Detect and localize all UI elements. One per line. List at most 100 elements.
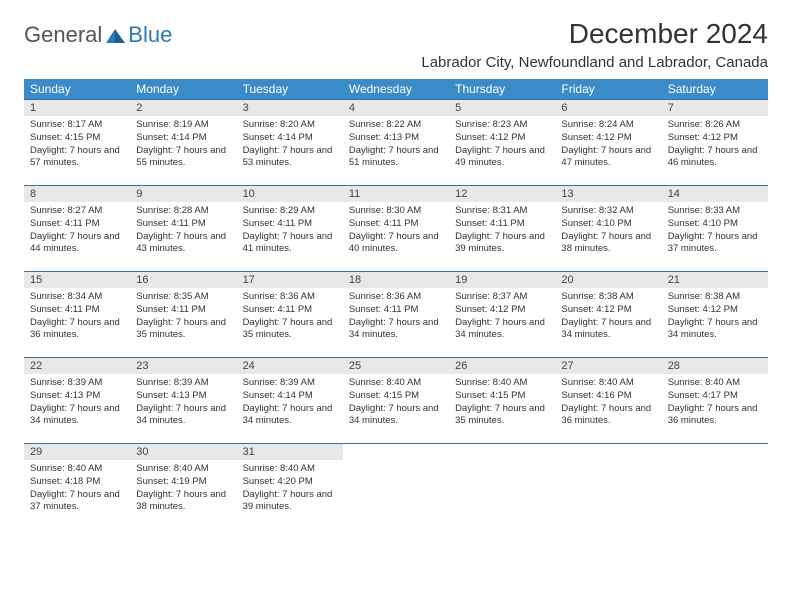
day-number: 10 — [237, 186, 343, 202]
day-number: 6 — [555, 100, 661, 116]
day-data: Sunrise: 8:31 AMSunset: 4:11 PMDaylight:… — [449, 202, 555, 260]
day-data: Sunrise: 8:33 AMSunset: 4:10 PMDaylight:… — [662, 202, 768, 260]
calendar-cell: 20Sunrise: 8:38 AMSunset: 4:12 PMDayligh… — [555, 272, 661, 358]
day-number: 9 — [130, 186, 236, 202]
day-number: 27 — [555, 358, 661, 374]
day-number: 18 — [343, 272, 449, 288]
calendar-cell: 21Sunrise: 8:38 AMSunset: 4:12 PMDayligh… — [662, 272, 768, 358]
day-number: 8 — [24, 186, 130, 202]
day-data: Sunrise: 8:17 AMSunset: 4:15 PMDaylight:… — [24, 116, 130, 174]
day-data: Sunrise: 8:36 AMSunset: 4:11 PMDaylight:… — [237, 288, 343, 346]
logo-icon — [106, 26, 126, 44]
calendar-cell: 22Sunrise: 8:39 AMSunset: 4:13 PMDayligh… — [24, 358, 130, 444]
day-data: Sunrise: 8:22 AMSunset: 4:13 PMDaylight:… — [343, 116, 449, 174]
day-data: Sunrise: 8:39 AMSunset: 4:14 PMDaylight:… — [237, 374, 343, 432]
day-data: Sunrise: 8:27 AMSunset: 4:11 PMDaylight:… — [24, 202, 130, 260]
day-number: 16 — [130, 272, 236, 288]
day-number: 3 — [237, 100, 343, 116]
day-data: Sunrise: 8:40 AMSunset: 4:15 PMDaylight:… — [343, 374, 449, 432]
calendar-week: 15Sunrise: 8:34 AMSunset: 4:11 PMDayligh… — [24, 272, 768, 358]
day-number: 22 — [24, 358, 130, 374]
day-data: Sunrise: 8:28 AMSunset: 4:11 PMDaylight:… — [130, 202, 236, 260]
calendar-cell: 24Sunrise: 8:39 AMSunset: 4:14 PMDayligh… — [237, 358, 343, 444]
calendar-cell: 6Sunrise: 8:24 AMSunset: 4:12 PMDaylight… — [555, 100, 661, 186]
day-number: 23 — [130, 358, 236, 374]
calendar-cell: 31Sunrise: 8:40 AMSunset: 4:20 PMDayligh… — [237, 444, 343, 530]
calendar-table: SundayMondayTuesdayWednesdayThursdayFrid… — [24, 79, 768, 530]
day-data: Sunrise: 8:37 AMSunset: 4:12 PMDaylight:… — [449, 288, 555, 346]
day-number: 26 — [449, 358, 555, 374]
day-number: 20 — [555, 272, 661, 288]
calendar-cell: 2Sunrise: 8:19 AMSunset: 4:14 PMDaylight… — [130, 100, 236, 186]
calendar-cell: 27Sunrise: 8:40 AMSunset: 4:16 PMDayligh… — [555, 358, 661, 444]
day-number: 5 — [449, 100, 555, 116]
calendar-body: 1Sunrise: 8:17 AMSunset: 4:15 PMDaylight… — [24, 100, 768, 530]
day-data: Sunrise: 8:29 AMSunset: 4:11 PMDaylight:… — [237, 202, 343, 260]
day-data: Sunrise: 8:19 AMSunset: 4:14 PMDaylight:… — [130, 116, 236, 174]
day-header: Monday — [130, 79, 236, 100]
day-number: 17 — [237, 272, 343, 288]
day-number: 12 — [449, 186, 555, 202]
calendar-cell: 16Sunrise: 8:35 AMSunset: 4:11 PMDayligh… — [130, 272, 236, 358]
calendar-cell: 14Sunrise: 8:33 AMSunset: 4:10 PMDayligh… — [662, 186, 768, 272]
day-data: Sunrise: 8:20 AMSunset: 4:14 PMDaylight:… — [237, 116, 343, 174]
calendar-week: 29Sunrise: 8:40 AMSunset: 4:18 PMDayligh… — [24, 444, 768, 530]
page-title: December 2024 — [569, 18, 768, 50]
calendar-cell: 19Sunrise: 8:37 AMSunset: 4:12 PMDayligh… — [449, 272, 555, 358]
calendar-cell: 15Sunrise: 8:34 AMSunset: 4:11 PMDayligh… — [24, 272, 130, 358]
day-number: 13 — [555, 186, 661, 202]
day-number: 24 — [237, 358, 343, 374]
day-data: Sunrise: 8:34 AMSunset: 4:11 PMDaylight:… — [24, 288, 130, 346]
day-data: Sunrise: 8:23 AMSunset: 4:12 PMDaylight:… — [449, 116, 555, 174]
day-data: Sunrise: 8:24 AMSunset: 4:12 PMDaylight:… — [555, 116, 661, 174]
calendar-cell: 25Sunrise: 8:40 AMSunset: 4:15 PMDayligh… — [343, 358, 449, 444]
calendar-week: 22Sunrise: 8:39 AMSunset: 4:13 PMDayligh… — [24, 358, 768, 444]
calendar-cell: 18Sunrise: 8:36 AMSunset: 4:11 PMDayligh… — [343, 272, 449, 358]
day-data: Sunrise: 8:40 AMSunset: 4:17 PMDaylight:… — [662, 374, 768, 432]
day-number: 14 — [662, 186, 768, 202]
day-number: 31 — [237, 444, 343, 460]
day-number: 19 — [449, 272, 555, 288]
logo-text-2: Blue — [128, 22, 172, 47]
calendar-cell: .. — [449, 444, 555, 530]
day-data: Sunrise: 8:38 AMSunset: 4:12 PMDaylight:… — [555, 288, 661, 346]
day-number: 21 — [662, 272, 768, 288]
calendar-cell: 13Sunrise: 8:32 AMSunset: 4:10 PMDayligh… — [555, 186, 661, 272]
calendar-cell: 9Sunrise: 8:28 AMSunset: 4:11 PMDaylight… — [130, 186, 236, 272]
calendar-cell: 11Sunrise: 8:30 AMSunset: 4:11 PMDayligh… — [343, 186, 449, 272]
day-number: 1 — [24, 100, 130, 116]
page-subtitle: Labrador City, Newfoundland and Labrador… — [24, 54, 768, 71]
day-data: Sunrise: 8:40 AMSunset: 4:16 PMDaylight:… — [555, 374, 661, 432]
day-data: Sunrise: 8:39 AMSunset: 4:13 PMDaylight:… — [24, 374, 130, 432]
calendar-cell: 23Sunrise: 8:39 AMSunset: 4:13 PMDayligh… — [130, 358, 236, 444]
day-header: Wednesday — [343, 79, 449, 100]
calendar-cell: 10Sunrise: 8:29 AMSunset: 4:11 PMDayligh… — [237, 186, 343, 272]
calendar-cell: 7Sunrise: 8:26 AMSunset: 4:12 PMDaylight… — [662, 100, 768, 186]
day-number: 15 — [24, 272, 130, 288]
day-data: Sunrise: 8:40 AMSunset: 4:19 PMDaylight:… — [130, 460, 236, 518]
day-header: Friday — [555, 79, 661, 100]
day-data: Sunrise: 8:38 AMSunset: 4:12 PMDaylight:… — [662, 288, 768, 346]
day-header: Sunday — [24, 79, 130, 100]
day-number: 30 — [130, 444, 236, 460]
calendar-cell: 30Sunrise: 8:40 AMSunset: 4:19 PMDayligh… — [130, 444, 236, 530]
calendar-week: 8Sunrise: 8:27 AMSunset: 4:11 PMDaylight… — [24, 186, 768, 272]
day-header: Tuesday — [237, 79, 343, 100]
day-number: 7 — [662, 100, 768, 116]
day-data: Sunrise: 8:39 AMSunset: 4:13 PMDaylight:… — [130, 374, 236, 432]
calendar-cell: 29Sunrise: 8:40 AMSunset: 4:18 PMDayligh… — [24, 444, 130, 530]
day-data: Sunrise: 8:40 AMSunset: 4:18 PMDaylight:… — [24, 460, 130, 518]
day-header: Saturday — [662, 79, 768, 100]
calendar-cell: 12Sunrise: 8:31 AMSunset: 4:11 PMDayligh… — [449, 186, 555, 272]
day-data: Sunrise: 8:32 AMSunset: 4:10 PMDaylight:… — [555, 202, 661, 260]
calendar-cell: 28Sunrise: 8:40 AMSunset: 4:17 PMDayligh… — [662, 358, 768, 444]
day-number: 2 — [130, 100, 236, 116]
calendar-cell: 17Sunrise: 8:36 AMSunset: 4:11 PMDayligh… — [237, 272, 343, 358]
day-data: Sunrise: 8:26 AMSunset: 4:12 PMDaylight:… — [662, 116, 768, 174]
day-data: Sunrise: 8:30 AMSunset: 4:11 PMDaylight:… — [343, 202, 449, 260]
calendar-cell: 1Sunrise: 8:17 AMSunset: 4:15 PMDaylight… — [24, 100, 130, 186]
calendar-cell: 3Sunrise: 8:20 AMSunset: 4:14 PMDaylight… — [237, 100, 343, 186]
day-number: 28 — [662, 358, 768, 374]
day-data: Sunrise: 8:40 AMSunset: 4:20 PMDaylight:… — [237, 460, 343, 518]
calendar-cell: 8Sunrise: 8:27 AMSunset: 4:11 PMDaylight… — [24, 186, 130, 272]
